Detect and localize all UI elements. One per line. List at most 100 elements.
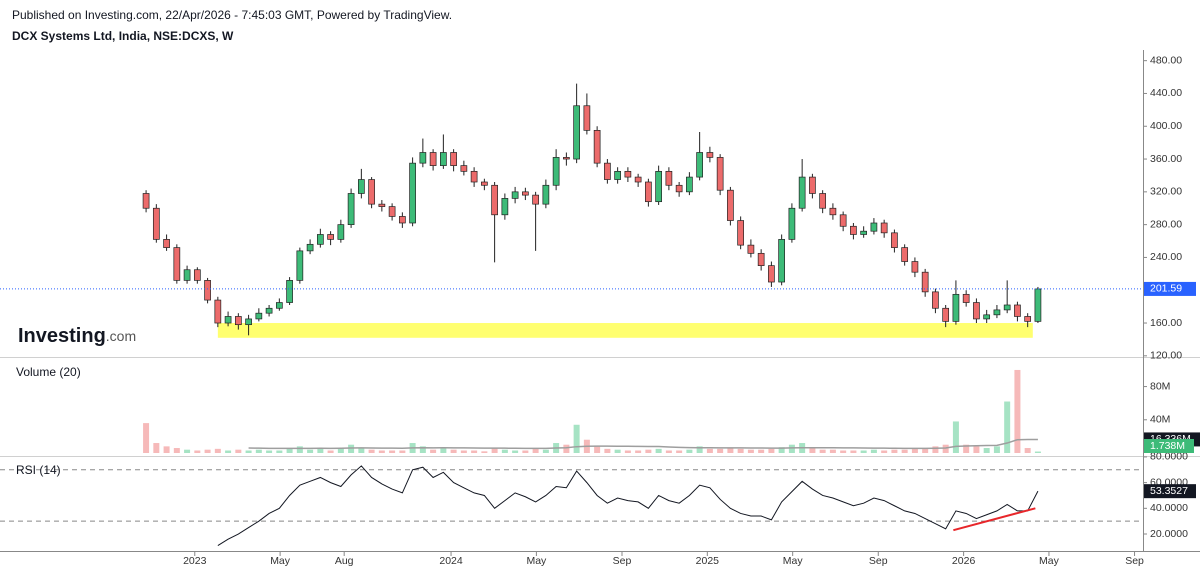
candle-body	[870, 222, 878, 232]
candle-body	[645, 181, 652, 203]
x-tick-label: May	[783, 555, 804, 567]
y-tick-label: 240.00	[1150, 251, 1182, 263]
candle-body	[583, 105, 591, 131]
candle-body	[829, 207, 837, 216]
volume-bar	[307, 449, 314, 453]
volume-bar	[952, 421, 959, 453]
candle-body	[624, 170, 632, 178]
x-tick-label: May	[1039, 555, 1060, 567]
volume-bar	[204, 449, 211, 453]
candle-body	[450, 152, 457, 166]
volume-bar	[686, 449, 693, 453]
published-note: Published on Investing.com, 22/Apr/2026 …	[12, 8, 452, 22]
candle-body	[327, 234, 334, 240]
candle-body	[1034, 288, 1042, 322]
candle-body	[891, 232, 898, 248]
x-tick-label: May	[270, 555, 291, 567]
volume-bar	[419, 446, 426, 453]
rsi-title: RSI (14)	[16, 463, 61, 477]
volume-bar	[532, 448, 539, 453]
candle-body	[696, 152, 703, 178]
volume-bar	[440, 448, 447, 453]
candle-body	[368, 179, 375, 205]
symbol-title: DCX Systems Ltd, India, NSE:DCXS, W	[12, 29, 234, 43]
volume-bar	[368, 449, 375, 453]
candle-body	[942, 307, 950, 322]
volume-bar	[542, 449, 549, 453]
volume-bar	[993, 446, 1000, 453]
volume-bar	[922, 448, 929, 453]
volume-bar	[245, 450, 252, 453]
volume-bar	[901, 449, 908, 453]
volume-bar	[430, 449, 437, 453]
candle-body	[275, 302, 283, 309]
candle-body	[501, 198, 509, 216]
candle-body	[573, 105, 580, 160]
candle-body	[614, 170, 621, 180]
volume-bar	[460, 450, 467, 453]
volume-bar	[378, 450, 385, 453]
x-tick-label: May	[526, 555, 547, 567]
volume-bar	[768, 448, 775, 453]
candle-body	[481, 181, 488, 186]
support-zone	[217, 323, 1033, 338]
volume-bar	[471, 450, 478, 453]
candle-body	[347, 193, 355, 225]
candle-body	[952, 293, 960, 322]
volume-bar	[706, 448, 713, 453]
y-tick-label: 80M	[1150, 380, 1170, 392]
candle-body	[163, 239, 170, 248]
logo-suffix: .com	[106, 328, 136, 344]
candle-body	[798, 176, 806, 209]
volume-bar	[286, 448, 293, 453]
candle-body	[286, 280, 293, 303]
candle-body	[542, 184, 550, 205]
candle-body	[388, 206, 396, 217]
volume-bar	[860, 450, 867, 453]
x-tick-label: 2026	[952, 555, 976, 567]
volume-bar	[645, 449, 652, 453]
volume-bar	[850, 450, 857, 453]
candle-body	[265, 307, 273, 314]
volume-bar	[1004, 401, 1011, 453]
candle-body	[214, 299, 222, 324]
candle-body	[378, 203, 386, 207]
volume-bar	[819, 449, 826, 453]
candle-body	[686, 176, 693, 193]
logo: Investing.com	[18, 325, 136, 347]
volume-bar	[624, 450, 631, 453]
candle-body	[142, 193, 150, 209]
x-tick-label: Sep	[869, 555, 888, 567]
candle-body	[152, 207, 160, 240]
x-tick-label: 2023	[183, 555, 207, 567]
x-tick-label: 2024	[439, 555, 463, 567]
volume-bar	[194, 450, 201, 453]
candle-body	[1024, 316, 1032, 322]
volume-bar	[327, 450, 334, 453]
candle-body	[788, 207, 796, 240]
volume-bar	[317, 448, 324, 453]
volume-bar	[214, 448, 221, 453]
volume-ma-line	[248, 438, 1038, 450]
candle-body	[511, 191, 519, 199]
candle-body	[634, 176, 642, 183]
volume-bar	[501, 449, 508, 453]
candle-body	[911, 261, 919, 273]
candle-body	[204, 280, 211, 301]
volume-bar	[276, 450, 283, 453]
candle-body	[337, 224, 345, 240]
volume-bar	[809, 448, 816, 453]
candle-body	[183, 269, 191, 281]
candle-body	[255, 312, 263, 320]
volume-bar	[225, 450, 232, 453]
volume-bar	[337, 448, 344, 453]
y-tick-label: 280.00	[1150, 218, 1182, 230]
volume-bar	[758, 449, 765, 453]
volume-bar	[255, 449, 262, 453]
candle-body	[316, 234, 324, 245]
y-tick-label: 360.00	[1150, 153, 1182, 165]
volume-bar	[788, 444, 795, 453]
